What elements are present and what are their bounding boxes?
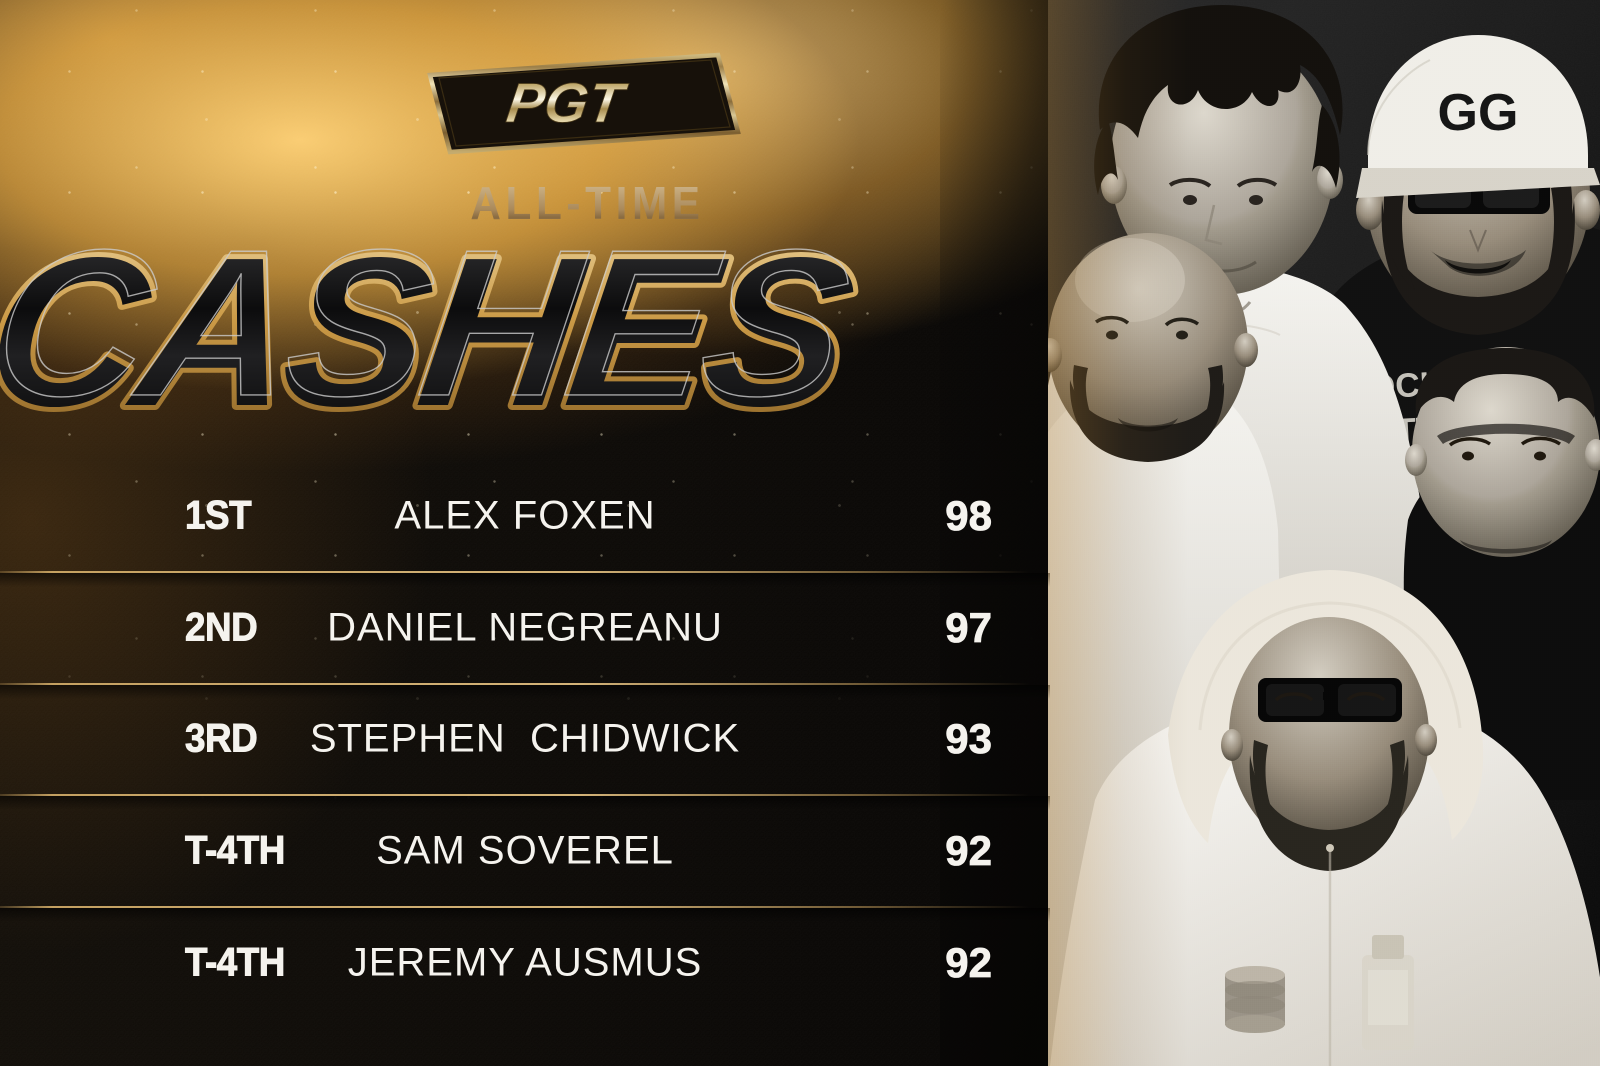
svg-text:CASHES: CASHES <box>0 207 859 440</box>
svg-text:PGT: PGT <box>503 71 632 134</box>
svg-text:GG: GG <box>1438 84 1519 142</box>
